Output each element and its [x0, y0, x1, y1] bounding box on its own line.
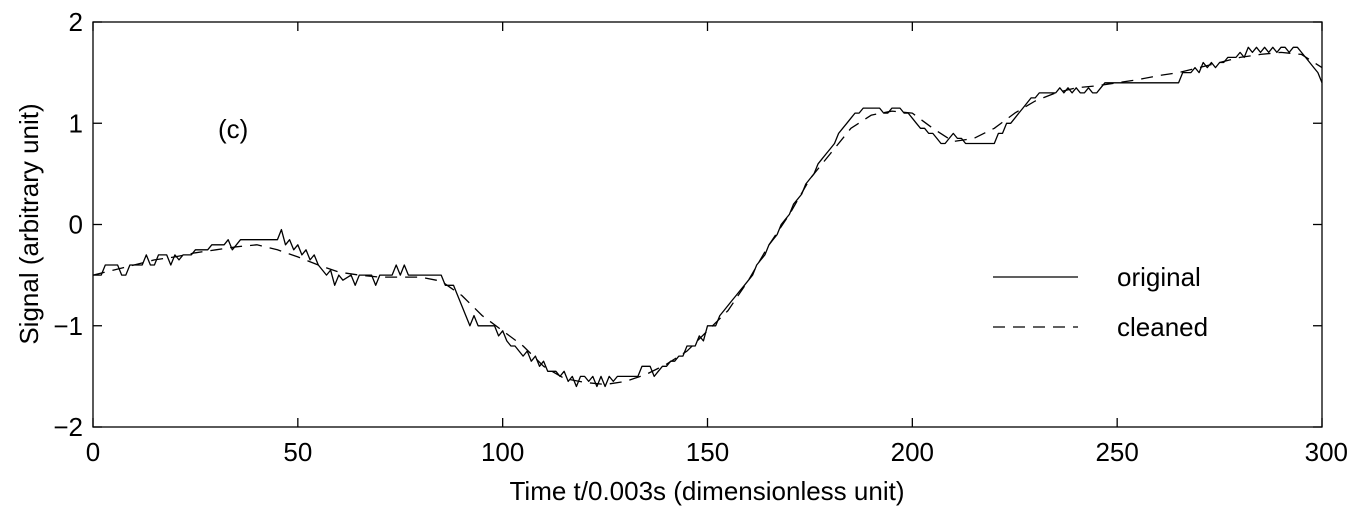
series-layer [92, 46, 1323, 388]
legend: original cleaned [993, 262, 1208, 342]
x-tick-label: 100 [481, 437, 524, 467]
x-tick-label: 50 [283, 437, 312, 467]
series-line-original [93, 46, 1323, 388]
x-axis-label: Time t/0.003s (dimensionless unit) [510, 476, 905, 506]
y-tick-label: −2 [53, 412, 83, 442]
x-tick-label: 300 [1305, 437, 1348, 467]
x-tick-label: 150 [686, 437, 729, 467]
x-tick-label: 250 [1095, 437, 1138, 467]
y-tick-label: −1 [53, 311, 83, 341]
y-axis-ticks: −2 −1 0 1 2 [53, 7, 1322, 442]
legend-label-cleaned: cleaned [1117, 312, 1208, 342]
panel-label: (c) [218, 114, 248, 144]
x-tick-label: 0 [86, 437, 100, 467]
y-axis-label: Signal (arbitrary unit) [14, 103, 44, 344]
legend-label-original: original [1117, 262, 1201, 292]
y-tick-label: 2 [69, 7, 83, 37]
x-axis-ticks: 0 50 100 150 200 250 300 [86, 22, 1348, 467]
y-tick-label: 1 [69, 108, 83, 138]
x-tick-label: 200 [891, 437, 934, 467]
y-tick-label: 0 [69, 210, 83, 240]
series-line-cleaned [92, 51, 1323, 386]
